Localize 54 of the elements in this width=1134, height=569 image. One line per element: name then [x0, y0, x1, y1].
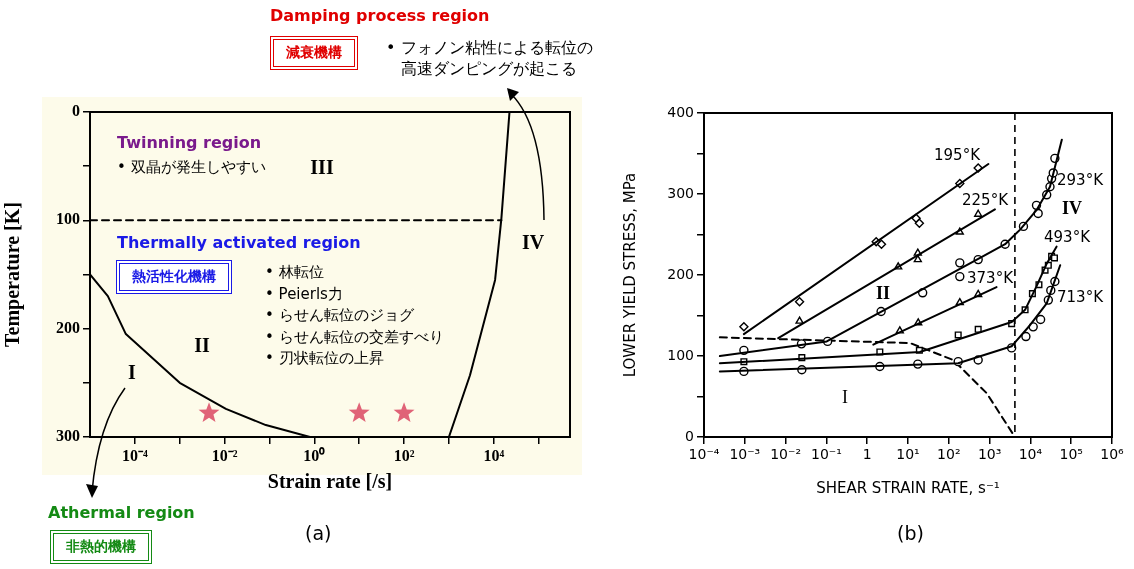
text: Damping process region — [270, 6, 490, 25]
y-tick-label: 200 — [667, 265, 694, 282]
x-tick-label: 10⁻¹ — [810, 446, 842, 463]
text: 減衰機構 — [270, 36, 358, 70]
text: (b) — [897, 522, 924, 544]
x-tick-label: 10⁶ — [1100, 446, 1125, 463]
annotation: 225°K — [962, 191, 1008, 209]
annotation: III — [310, 155, 334, 179]
x-tick-label: 10³ — [977, 446, 1002, 463]
annotation: 293°K — [1057, 171, 1103, 189]
annotation: IV — [1061, 197, 1083, 219]
x-tick-label: 10² — [937, 446, 961, 463]
x-tick-label: 10² — [393, 446, 415, 464]
x-tick-label: 10¹ — [896, 446, 920, 463]
x-axis-title: SHEAR STRAIN RATE, s⁻¹ — [816, 478, 1000, 497]
x-tick-label: 1 — [862, 446, 872, 463]
annotation: II — [194, 333, 210, 357]
annotation: I — [128, 360, 136, 384]
annotation: IV — [521, 230, 545, 254]
text: • フォノン粘性による転位の高速ダンピングが起こる — [386, 38, 594, 80]
annotation: 373°K — [967, 269, 1013, 287]
annotation: 熱活性化機構 — [116, 260, 232, 294]
x-axis-title: Strain rate [/s] — [267, 470, 393, 493]
y-axis-title: Temperature [K] — [1, 202, 25, 347]
annotation: 493°K — [1044, 228, 1090, 246]
y-tick-label: 0 — [72, 102, 80, 120]
annotation: Twinning region — [117, 133, 262, 152]
y-tick-label: 300 — [56, 427, 80, 445]
x-tick-label: 10⁰ — [303, 446, 326, 464]
x-tick-label: 10⁻⁴ — [121, 446, 148, 464]
x-tick-label: 10⁻² — [211, 446, 238, 464]
y-tick-label: 200 — [56, 318, 80, 336]
y-tick-label: 100 — [667, 346, 694, 363]
y-axis-title: LOWER YIELD STRESS, MPa — [620, 172, 639, 378]
y-tick-label: 100 — [56, 210, 80, 228]
annotation: 713°K — [1057, 288, 1103, 306]
annotation: • 双晶が発生しやすい — [117, 158, 266, 177]
x-tick-label: 10⁴ — [483, 446, 505, 464]
annotation: • 林転位 • Peierls力 • らせん転位のジョグ • らせん転位の交差すべり • 刃状転位の上昇 — [265, 262, 444, 369]
text: Athermal region — [48, 503, 195, 522]
annotation: II — [875, 282, 891, 304]
x-tick-label: 10⁻³ — [729, 446, 761, 463]
x-tick-label: 10⁻⁴ — [688, 446, 720, 463]
text: 非熱的機構 — [50, 530, 152, 564]
text: (a) — [305, 522, 332, 544]
x-tick-label: 10⁵ — [1059, 446, 1083, 463]
x-tick-label: 10⁻² — [770, 446, 802, 463]
annotation: Thermally activated region — [117, 233, 361, 252]
y-tick-label: 300 — [667, 184, 694, 201]
y-tick-label: 400 — [667, 103, 694, 120]
x-tick-label: 10⁴ — [1018, 446, 1043, 463]
annotation: 195°K — [934, 146, 980, 164]
annotation: I — [842, 386, 848, 408]
y-tick-label: 0 — [685, 427, 694, 444]
